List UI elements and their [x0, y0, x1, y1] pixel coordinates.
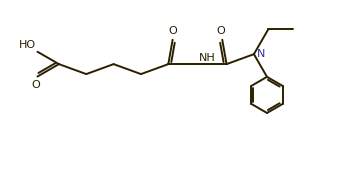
Text: NH: NH — [199, 53, 216, 62]
Text: N: N — [256, 49, 265, 59]
Text: O: O — [168, 26, 177, 36]
Text: O: O — [31, 80, 40, 90]
Text: HO: HO — [19, 40, 36, 50]
Text: O: O — [216, 26, 225, 36]
